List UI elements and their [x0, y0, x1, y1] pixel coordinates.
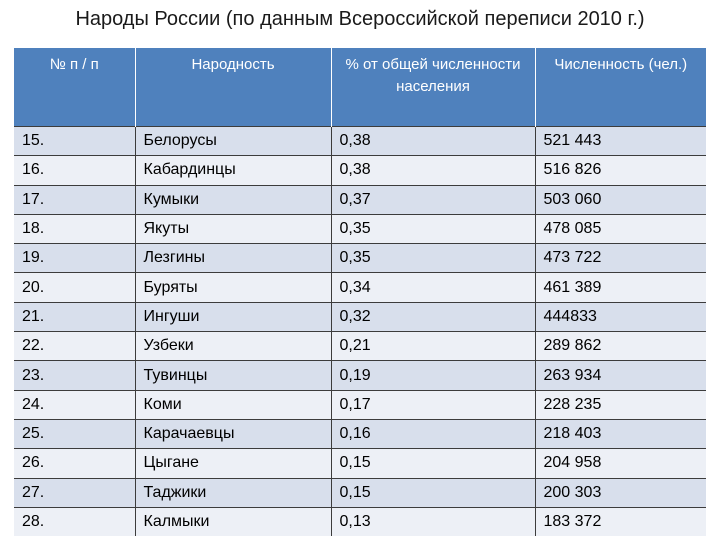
- percent-cell: 0,34: [331, 272, 536, 303]
- percent-cell: 0,19: [331, 360, 536, 391]
- percent-cell: 0,13: [331, 506, 536, 537]
- table-row: 24. Коми 0,17 228 235: [14, 389, 706, 420]
- nationality-cell: Якуты: [135, 213, 332, 244]
- table-row: 20. Буряты 0,34 461 389: [14, 272, 706, 303]
- population-cell: 289 862: [535, 331, 706, 361]
- nationality-cell: Коми: [135, 389, 332, 420]
- row-number-cell: 16.: [14, 155, 136, 186]
- table-row: 22. Узбеки 0,21 289 862: [14, 331, 706, 361]
- table-row: 19. Лезгины 0,35 473 722: [14, 243, 706, 273]
- table-row: 25. Карачаевцы 0,16 218 403: [14, 418, 706, 449]
- population-cell: 263 934: [535, 360, 706, 391]
- header-number: № п / п: [14, 48, 136, 127]
- percent-cell: 0,16: [331, 418, 536, 449]
- nationality-cell: Белорусы: [135, 125, 332, 156]
- row-number-cell: 24.: [14, 389, 136, 420]
- header-population: Численность (чел.): [535, 48, 706, 127]
- population-cell: 461 389: [535, 272, 706, 303]
- percent-cell: 0,17: [331, 389, 536, 420]
- table-row: 18. Якуты 0,35 478 085: [14, 213, 706, 244]
- table-row: 23. Тувинцы 0,19 263 934: [14, 360, 706, 391]
- nationality-cell: Буряты: [135, 272, 332, 303]
- table-row: 21. Ингуши 0,32 444833: [14, 301, 706, 332]
- header-row: № п / п Народность % от общей численност…: [14, 48, 706, 127]
- nationality-cell: Таджики: [135, 477, 332, 508]
- row-number-cell: 26.: [14, 448, 136, 479]
- population-cell: 478 085: [535, 213, 706, 244]
- percent-cell: 0,35: [331, 243, 536, 273]
- population-cell: 228 235: [535, 389, 706, 420]
- nationality-cell: Кумыки: [135, 184, 332, 215]
- header-percent-label: % от общей численности населения: [345, 56, 521, 95]
- table-row: 28. Калмыки 0,13 183 372: [14, 506, 706, 537]
- population-table: № п / п Народность % от общей численност…: [14, 48, 706, 537]
- nationality-cell: Лезгины: [135, 243, 332, 273]
- population-cell: 473 722: [535, 243, 706, 273]
- row-number-cell: 15.: [14, 125, 136, 156]
- row-number-cell: 23.: [14, 360, 136, 391]
- percent-cell: 0,35: [331, 213, 536, 244]
- header-nationality: Народность: [135, 48, 332, 127]
- table-row: 15. Белорусы 0,38 521 443: [14, 125, 706, 156]
- percent-cell: 0,21: [331, 331, 536, 361]
- percent-cell: 0,37: [331, 184, 536, 215]
- population-cell: 503 060: [535, 184, 706, 215]
- row-number-cell: 19.: [14, 243, 136, 273]
- percent-cell: 0,38: [331, 125, 536, 156]
- table-row: 17. Кумыки 0,37 503 060: [14, 184, 706, 215]
- population-cell: 516 826: [535, 155, 706, 186]
- population-cell: 521 443: [535, 125, 706, 156]
- percent-cell: 0,15: [331, 448, 536, 479]
- population-cell: 204 958: [535, 448, 706, 479]
- population-cell: 200 303: [535, 477, 706, 508]
- row-number-cell: 18.: [14, 213, 136, 244]
- nationality-cell: Кабардинцы: [135, 155, 332, 186]
- row-number-cell: 28.: [14, 506, 136, 537]
- header-number-label: № п / п: [49, 56, 99, 73]
- row-number-cell: 27.: [14, 477, 136, 508]
- row-number-cell: 17.: [14, 184, 136, 215]
- table-row: 26. Цыгане 0,15 204 958: [14, 448, 706, 479]
- header-population-label: Численность (чел.): [554, 56, 688, 73]
- nationality-cell: Калмыки: [135, 506, 332, 537]
- population-cell: 183 372: [535, 506, 706, 537]
- nationality-cell: Ингуши: [135, 301, 332, 332]
- percent-cell: 0,38: [331, 155, 536, 186]
- row-number-cell: 21.: [14, 301, 136, 332]
- table-body: 15. Белорусы 0,38 521 443 16. Кабардинцы 0,38 5…: [14, 125, 706, 537]
- percent-cell: 0,15: [331, 477, 536, 508]
- population-cell: 218 403: [535, 418, 706, 449]
- row-number-cell: 22.: [14, 331, 136, 361]
- percent-cell: 0,32: [331, 301, 536, 332]
- page-title: Народы России (по данным Всероссийской п…: [75, 8, 645, 30]
- header-percent: % от общей численности населения: [331, 48, 536, 127]
- nationality-cell: Тувинцы: [135, 360, 332, 391]
- row-number-cell: 20.: [14, 272, 136, 303]
- table-row: 27. Таджики 0,15 200 303: [14, 477, 706, 508]
- nationality-cell: Цыгане: [135, 448, 332, 479]
- nationality-cell: Узбеки: [135, 331, 332, 361]
- nationality-cell: Карачаевцы: [135, 418, 332, 449]
- table-row: 16. Кабардинцы 0,38 516 826: [14, 155, 706, 186]
- row-number-cell: 25.: [14, 418, 136, 449]
- table-header: № п / п Народность % от общей численност…: [14, 48, 706, 127]
- population-cell: 444833: [535, 301, 706, 332]
- header-nationality-label: Народность: [191, 56, 275, 73]
